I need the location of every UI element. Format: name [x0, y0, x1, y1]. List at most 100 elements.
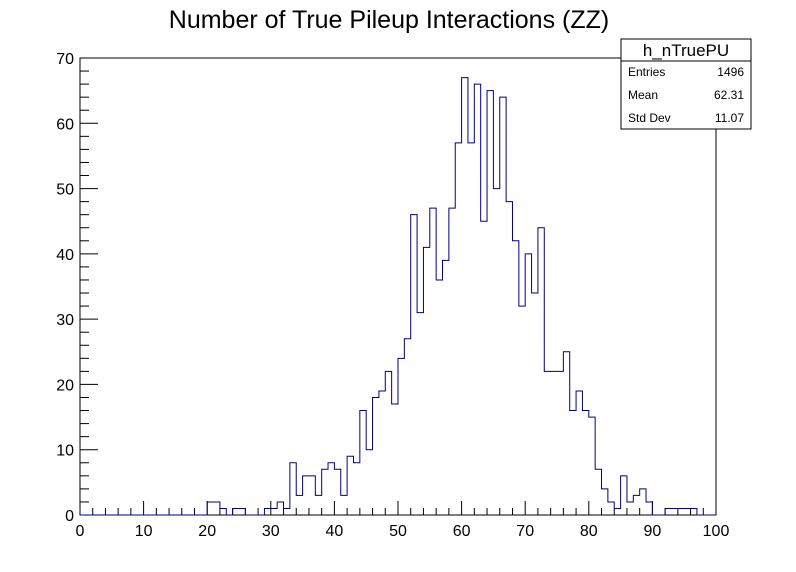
histogram-bin: [525, 254, 531, 515]
histogram-bin: [633, 495, 639, 515]
histogram-bin: [284, 508, 290, 515]
histogram-bin: [665, 508, 671, 515]
histogram-bin: [290, 463, 296, 515]
stats-mean-value: 62.31: [714, 88, 744, 102]
x-tick-label: 30: [262, 523, 280, 540]
histogram-bin: [532, 293, 538, 515]
histogram-bin: [538, 228, 544, 515]
histogram-bin: [481, 221, 487, 515]
histogram-bin: [220, 508, 226, 515]
histogram-bin: [303, 476, 309, 515]
histogram-bin: [379, 391, 385, 515]
histogram-bin: [582, 411, 588, 515]
x-tick-label: 20: [198, 523, 216, 540]
histogram-bin: [602, 489, 608, 515]
histogram-bin: [576, 391, 582, 515]
histogram-bin: [334, 469, 340, 515]
stats-entries-value: 1496: [717, 65, 744, 79]
stats-box-frame: [620, 38, 752, 130]
x-tick-label: 100: [703, 523, 730, 540]
chart-title: Number of True Pileup Interactions (ZZ): [169, 6, 609, 34]
histogram-bin: [207, 502, 213, 515]
histogram-bin: [474, 84, 480, 515]
histogram-bin: [392, 404, 398, 515]
histogram-bin: [353, 463, 359, 515]
histogram-bin: [595, 469, 601, 515]
histogram-bin: [563, 352, 569, 515]
histogram-bin: [233, 508, 239, 515]
histogram-bin: [271, 508, 277, 515]
histogram-bin: [544, 371, 550, 515]
histogram-bin: [691, 508, 697, 515]
histogram-bin: [468, 143, 474, 515]
histogram-bin: [360, 411, 366, 515]
y-tick-label: 40: [56, 247, 74, 264]
histogram-bin: [398, 358, 404, 515]
x-tick-label: 90: [644, 523, 662, 540]
histogram-bin: [551, 371, 557, 515]
y-tick-label: 10: [56, 443, 74, 460]
stats-box-title: h_nTruePU: [643, 41, 729, 60]
y-tick-label: 70: [56, 51, 74, 68]
y-tick-label: 50: [56, 182, 74, 199]
histogram-bin: [309, 476, 315, 515]
histogram-bin: [500, 97, 506, 515]
y-tick-label: 20: [56, 377, 74, 394]
stats-stddev-label: Std Dev: [628, 111, 671, 125]
stats-box: h_nTruePU Entries 1496 Mean 62.31 Std De…: [620, 38, 752, 130]
histogram-bin: [512, 241, 518, 515]
histogram-bin: [277, 502, 283, 515]
stats-stddev-value: 11.07: [715, 111, 744, 125]
x-tick-label: 40: [326, 523, 344, 540]
stats-entries-label: Entries: [628, 65, 665, 79]
histogram-series-line: [80, 77, 716, 516]
histogram-bin: [627, 502, 633, 515]
histogram-bin: [570, 411, 576, 515]
histogram-bin: [347, 456, 353, 515]
histogram-bin: [646, 502, 652, 515]
y-tick-label: 30: [56, 312, 74, 329]
histogram-bin: [264, 508, 270, 515]
histogram-bin: [296, 495, 302, 515]
histogram-bin: [671, 508, 677, 515]
histogram-bin: [315, 495, 321, 515]
histogram-bin: [557, 371, 563, 515]
x-tick-label: 10: [135, 523, 153, 540]
histogram-bin: [404, 339, 410, 515]
histogram-bin: [366, 450, 372, 515]
histogram-bin: [373, 397, 379, 515]
histogram-bin: [589, 417, 595, 515]
x-tick-label: 80: [580, 523, 598, 540]
histogram-bin: [214, 502, 220, 515]
histogram-bin: [436, 280, 442, 515]
histogram-bin: [608, 502, 614, 515]
histogram-bin: [462, 78, 468, 515]
histogram-bin: [455, 143, 461, 515]
histogram-bin: [614, 508, 620, 515]
histogram-bin: [239, 508, 245, 515]
x-tick-label: 70: [516, 523, 534, 540]
histogram-bin: [487, 91, 493, 515]
histogram-bin: [328, 463, 334, 515]
y-tick-label: 0: [65, 508, 74, 525]
x-tick-label: 60: [453, 523, 471, 540]
histogram-bin: [417, 313, 423, 515]
histogram-bin: [621, 476, 627, 515]
x-tick-label: 50: [389, 523, 407, 540]
histogram-bin: [678, 508, 684, 515]
histogram-bin: [411, 215, 417, 515]
histogram-bin: [385, 371, 391, 515]
plot-axes: 0 10 20 30 40 50 60 70 80 90 100 0 10 20 30 40 50 60 70: [56, 51, 729, 540]
histogram-bin: [423, 247, 429, 515]
x-tick-label: 0: [76, 523, 85, 540]
histogram-bin: [341, 495, 347, 515]
histogram-bin: [322, 469, 328, 515]
y-tick-label: 60: [56, 116, 74, 133]
histogram-bin: [430, 208, 436, 515]
histogram-bin: [640, 489, 646, 515]
histogram-bin: [449, 208, 455, 515]
histogram-bin: [506, 202, 512, 515]
histogram-bin: [443, 260, 449, 515]
stats-mean-label: Mean: [628, 88, 658, 102]
